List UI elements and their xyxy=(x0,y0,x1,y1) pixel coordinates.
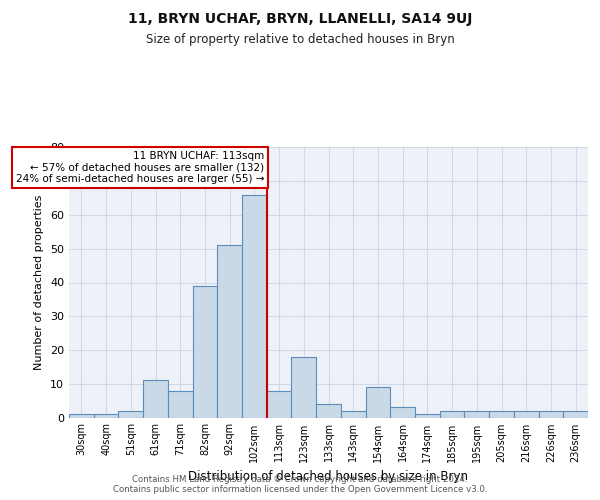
Bar xyxy=(267,390,292,417)
Bar xyxy=(489,411,514,418)
Text: Contains HM Land Registry data © Crown copyright and database right 2024.
Contai: Contains HM Land Registry data © Crown c… xyxy=(113,474,487,494)
Bar xyxy=(242,194,267,418)
Bar xyxy=(390,408,415,418)
Text: 11, BRYN UCHAF, BRYN, LLANELLI, SA14 9UJ: 11, BRYN UCHAF, BRYN, LLANELLI, SA14 9UJ xyxy=(128,12,472,26)
Bar xyxy=(217,246,242,418)
Bar xyxy=(464,411,489,418)
Bar xyxy=(143,380,168,418)
Bar xyxy=(118,411,143,418)
Text: Size of property relative to detached houses in Bryn: Size of property relative to detached ho… xyxy=(146,32,454,46)
X-axis label: Distribution of detached houses by size in Bryn: Distribution of detached houses by size … xyxy=(188,470,469,483)
Y-axis label: Number of detached properties: Number of detached properties xyxy=(34,195,44,370)
Bar xyxy=(539,411,563,418)
Bar xyxy=(69,414,94,418)
Bar xyxy=(193,286,217,418)
Bar xyxy=(365,387,390,418)
Bar xyxy=(316,404,341,417)
Bar xyxy=(94,414,118,418)
Text: 11 BRYN UCHAF: 113sqm
← 57% of detached houses are smaller (132)
24% of semi-det: 11 BRYN UCHAF: 113sqm ← 57% of detached … xyxy=(16,151,264,184)
Bar xyxy=(341,411,365,418)
Bar xyxy=(415,414,440,418)
Bar xyxy=(168,390,193,417)
Bar xyxy=(292,357,316,418)
Bar xyxy=(563,411,588,418)
Bar xyxy=(514,411,539,418)
Bar xyxy=(440,411,464,418)
